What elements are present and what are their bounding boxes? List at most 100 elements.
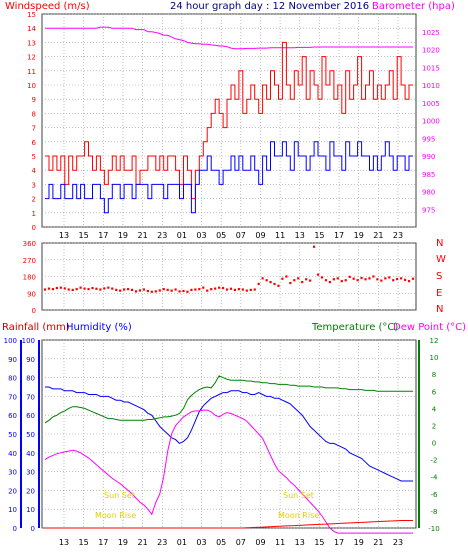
sun-set-label-2: Sun Set xyxy=(283,491,314,500)
humidity-y-tick-label: 90 xyxy=(26,356,35,364)
wind-direction-point xyxy=(218,286,221,289)
wind-direction-point xyxy=(293,279,296,282)
wind-panel-frame xyxy=(41,13,417,228)
moon-rise-label-2: Moon Rise xyxy=(278,511,319,520)
wind-direction-point xyxy=(87,288,90,291)
wind-direction-point xyxy=(233,288,237,291)
x-tick-label-bottom: 03 xyxy=(196,538,206,547)
rainfall-y-tick-label: 20 xyxy=(8,487,17,495)
temperature-line xyxy=(44,375,413,424)
wind-direction-point xyxy=(281,277,284,280)
x-tick-label-top: 03 xyxy=(196,231,206,240)
wind-direction-point xyxy=(71,288,74,291)
temperature-y-tick-label: -4 xyxy=(431,474,439,482)
wind-gust-line xyxy=(45,41,413,200)
wind-direction-point xyxy=(249,288,252,291)
wind-direction-point xyxy=(229,287,233,290)
x-tick-label-bottom: 23 xyxy=(157,538,167,547)
x-tick-label-bottom: 13 xyxy=(59,538,69,547)
wind-y-tick-label: 10 xyxy=(27,82,36,90)
temperature-y-tick-label: 4 xyxy=(432,405,437,413)
x-tick-label-top: 19 xyxy=(354,231,364,240)
x-tick-label-top: 07 xyxy=(236,231,246,240)
axis-ticks: 1313151517171919212123230101030305050707… xyxy=(4,11,446,547)
barometer-axis-title: Barometer (hpa) xyxy=(372,1,455,12)
wind-direction-point xyxy=(407,280,411,283)
x-tick-label-bottom: 21 xyxy=(137,538,147,547)
wind-direction-point xyxy=(320,276,324,279)
barometer-y-tick-label: 1020 xyxy=(422,47,440,55)
rainfall-y-tick-label: 60 xyxy=(8,412,17,420)
temperature-axis-title: Temperature (°C) xyxy=(311,322,398,333)
rainfall-y-tick-label: 30 xyxy=(8,469,17,477)
wind-direction-point xyxy=(63,287,66,290)
x-tick-label-bottom: 19 xyxy=(354,538,364,547)
temperature-y-tick-label: 2 xyxy=(432,422,436,430)
x-tick-label-bottom: 11 xyxy=(275,538,285,547)
barometer-y-tick-label: 1025 xyxy=(422,29,440,37)
wind-direction-point xyxy=(277,284,280,287)
wind-y-tick-label: 2 xyxy=(32,196,36,204)
wind-y-tick-label: 13 xyxy=(27,39,36,47)
x-tick-label-top: 09 xyxy=(255,231,265,240)
grid-lines xyxy=(42,13,416,529)
wind-direction-point xyxy=(309,279,312,282)
x-tick-label-top: 19 xyxy=(118,231,128,240)
wind-direction-point xyxy=(126,288,130,291)
x-tick-label-bottom: 07 xyxy=(236,538,246,547)
x-tick-label-top: 21 xyxy=(137,231,147,240)
wind-direction-point xyxy=(134,290,138,293)
wind-direction-point xyxy=(47,287,51,290)
temperature-y-tick-label: 12 xyxy=(430,337,439,345)
direction-y-tick-label: 360 xyxy=(23,240,36,248)
x-tick-label-bottom: 17 xyxy=(98,538,108,547)
barometer-y-tick-label: 1000 xyxy=(422,118,440,126)
x-tick-label-bottom: 15 xyxy=(314,538,324,547)
x-tick-label-bottom: 09 xyxy=(255,538,265,547)
sun-set-label-1: Sun Set xyxy=(104,491,135,500)
rainfall-y-tick-label: 50 xyxy=(8,431,17,439)
x-tick-label-bottom: 15 xyxy=(79,538,89,547)
barometer-y-tick-label: 995 xyxy=(422,135,435,143)
barometer-y-tick-label: 1005 xyxy=(422,100,440,108)
wind-direction-point xyxy=(75,288,78,291)
x-tick-label-bottom: 13 xyxy=(295,538,305,547)
wind-y-tick-label: 4 xyxy=(32,167,37,175)
x-tick-label-top: 13 xyxy=(295,231,305,240)
wind-direction-point xyxy=(225,288,229,291)
wind-direction-point xyxy=(174,288,177,291)
wind-direction-point xyxy=(336,277,339,280)
wind-direction-point xyxy=(384,277,387,280)
wind-direction-point xyxy=(158,289,161,292)
rainfall-y-tick-label: 40 xyxy=(8,450,17,458)
wind-direction-point xyxy=(403,278,407,281)
wind-direction-point xyxy=(123,288,126,291)
x-tick-label-top: 17 xyxy=(98,231,108,240)
humidity-y-tick-label: 40 xyxy=(26,450,35,458)
rainfall-y-tick-label: 0 xyxy=(13,525,17,533)
wind-direction-point xyxy=(241,288,244,291)
x-tick-label-top: 21 xyxy=(373,231,383,240)
humidity-y-tick-label: 100 xyxy=(22,337,35,345)
wind-y-tick-label: 11 xyxy=(27,68,36,76)
wind-direction-point xyxy=(328,280,332,284)
wind-direction-point xyxy=(83,287,86,290)
wind-direction-point xyxy=(273,282,276,286)
rainfall-y-tick-label: 90 xyxy=(8,356,17,364)
x-tick-label-top: 11 xyxy=(275,231,285,240)
rainfall-y-tick-label: 10 xyxy=(8,506,17,514)
wind-direction-point xyxy=(297,277,300,280)
temperature-y-tick-label: -8 xyxy=(431,508,438,516)
wind-direction-point xyxy=(352,277,355,280)
wind-direction-point xyxy=(111,287,114,290)
wind-direction-point xyxy=(400,277,403,280)
direction-y-tick-label: 90 xyxy=(27,290,36,298)
wind-y-tick-label: 3 xyxy=(32,181,36,189)
chart-series xyxy=(43,26,415,534)
wind-direction-point xyxy=(170,289,173,292)
rainfall-y-tick-label: 100 xyxy=(4,337,17,345)
wind-direction-point xyxy=(210,288,213,291)
wind-direction-point xyxy=(312,245,316,248)
humidity-y-tick-label: 80 xyxy=(26,375,35,383)
